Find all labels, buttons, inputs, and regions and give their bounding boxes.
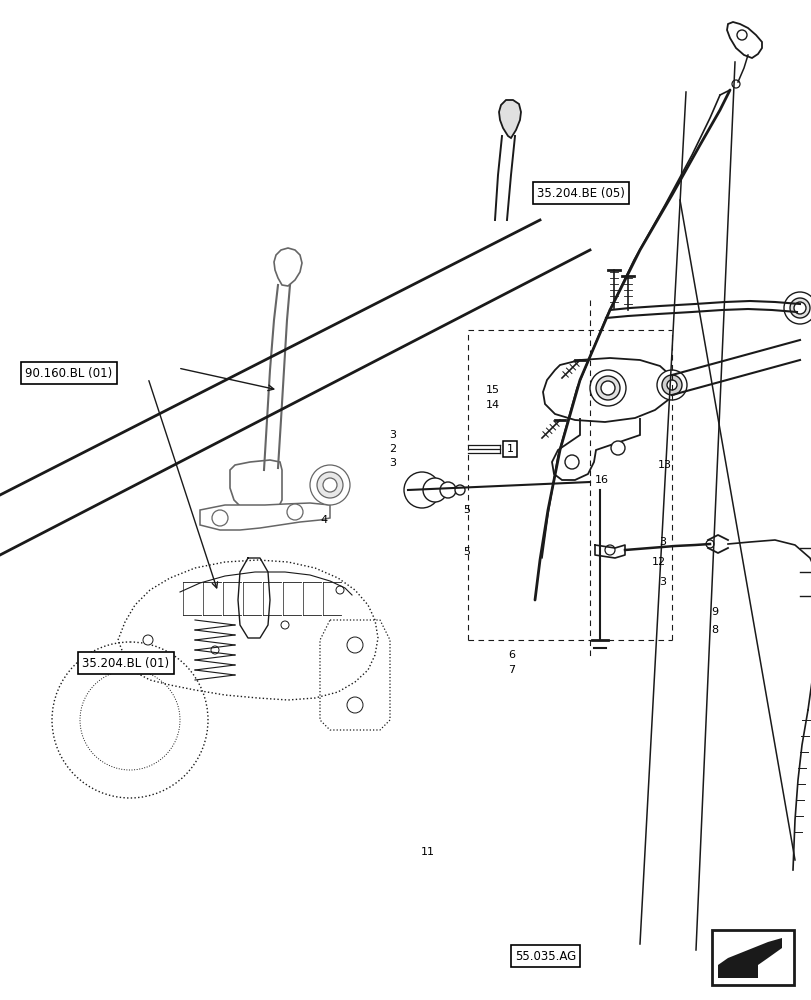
Text: 55.035.AG: 55.035.AG bbox=[514, 950, 576, 962]
Circle shape bbox=[731, 80, 739, 88]
Polygon shape bbox=[726, 22, 761, 58]
Circle shape bbox=[595, 376, 620, 400]
Circle shape bbox=[80, 670, 180, 770]
Polygon shape bbox=[230, 460, 281, 512]
Circle shape bbox=[316, 472, 342, 498]
Circle shape bbox=[346, 637, 363, 653]
Text: 13: 13 bbox=[657, 460, 671, 470]
Circle shape bbox=[310, 465, 350, 505]
Circle shape bbox=[600, 381, 614, 395]
Circle shape bbox=[52, 642, 208, 798]
Text: 3: 3 bbox=[658, 537, 665, 547]
Bar bbox=[711, 930, 793, 985]
Text: 14: 14 bbox=[485, 400, 499, 410]
Text: 11: 11 bbox=[420, 847, 434, 857]
Text: 1: 1 bbox=[506, 444, 513, 454]
Circle shape bbox=[440, 482, 456, 498]
Circle shape bbox=[789, 298, 809, 318]
Text: 4: 4 bbox=[320, 515, 328, 525]
Circle shape bbox=[286, 504, 303, 520]
Circle shape bbox=[143, 635, 152, 645]
Circle shape bbox=[212, 510, 228, 526]
Circle shape bbox=[661, 375, 681, 395]
Circle shape bbox=[666, 380, 676, 390]
Text: 35.204.BL (01): 35.204.BL (01) bbox=[82, 656, 169, 670]
Text: 5: 5 bbox=[462, 547, 470, 557]
Text: 6: 6 bbox=[508, 650, 515, 660]
Polygon shape bbox=[717, 938, 781, 978]
Text: 9: 9 bbox=[710, 607, 718, 617]
Circle shape bbox=[564, 455, 578, 469]
Text: 3: 3 bbox=[388, 430, 396, 440]
Text: 15: 15 bbox=[485, 385, 499, 395]
Text: 12: 12 bbox=[651, 557, 665, 567]
Text: 3: 3 bbox=[388, 458, 396, 468]
Polygon shape bbox=[273, 248, 302, 286]
Polygon shape bbox=[200, 503, 329, 530]
Text: 3: 3 bbox=[658, 577, 665, 587]
Circle shape bbox=[454, 485, 465, 495]
Circle shape bbox=[323, 478, 337, 492]
Circle shape bbox=[783, 292, 811, 324]
Text: 90.160.BL (01): 90.160.BL (01) bbox=[25, 366, 113, 379]
Circle shape bbox=[793, 302, 805, 314]
Polygon shape bbox=[499, 100, 521, 138]
Circle shape bbox=[590, 370, 625, 406]
Circle shape bbox=[656, 370, 686, 400]
Circle shape bbox=[736, 30, 746, 40]
Circle shape bbox=[604, 545, 614, 555]
Circle shape bbox=[423, 478, 446, 502]
Text: 8: 8 bbox=[710, 625, 718, 635]
Circle shape bbox=[211, 646, 219, 654]
Text: 7: 7 bbox=[508, 665, 515, 675]
Text: 16: 16 bbox=[594, 475, 608, 485]
Circle shape bbox=[404, 472, 440, 508]
Text: 5: 5 bbox=[462, 505, 470, 515]
Circle shape bbox=[281, 621, 289, 629]
Text: 2: 2 bbox=[388, 444, 396, 454]
Circle shape bbox=[705, 540, 713, 548]
Circle shape bbox=[610, 441, 624, 455]
Circle shape bbox=[336, 586, 344, 594]
Circle shape bbox=[346, 697, 363, 713]
Text: 35.204.BE (05): 35.204.BE (05) bbox=[537, 186, 624, 200]
Polygon shape bbox=[543, 358, 672, 422]
